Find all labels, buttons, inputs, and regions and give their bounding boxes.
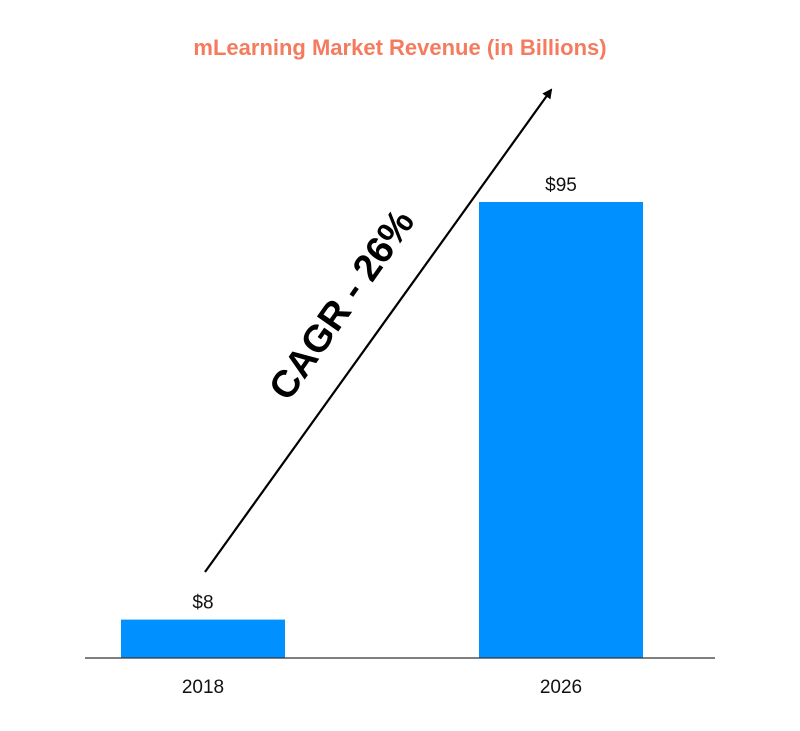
cagr-annotation: CAGR - 26% <box>261 202 423 408</box>
bar-2018 <box>121 619 285 658</box>
x-tick-label-2026: 2026 <box>540 677 582 698</box>
data-label-2018: $8 <box>192 593 213 614</box>
x-tick-label-2018: 2018 <box>182 677 224 698</box>
bars-layer: $8 2018 $95 2026 <box>121 175 643 698</box>
chart-title: mLearning Market Revenue (in Billions) <box>193 35 606 60</box>
cagr-arrow <box>204 88 553 573</box>
data-label-2026: $95 <box>545 175 577 196</box>
bar-2026 <box>479 202 643 658</box>
